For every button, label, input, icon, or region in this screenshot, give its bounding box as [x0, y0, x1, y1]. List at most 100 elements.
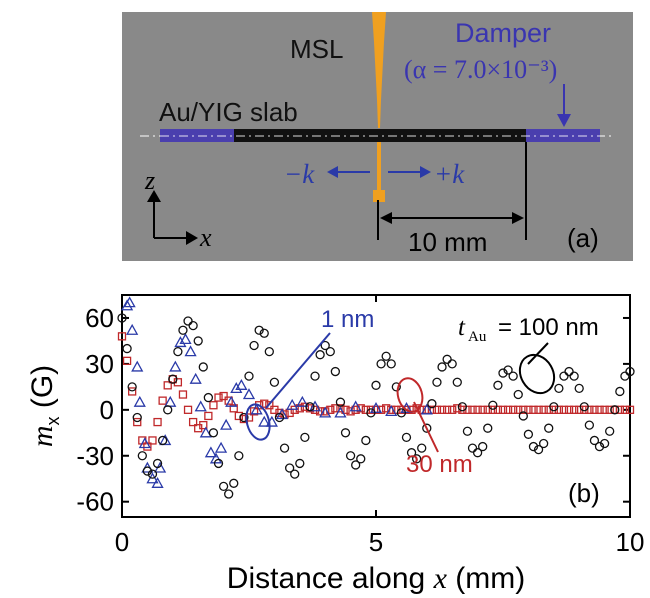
panel-b-label: (b) — [568, 478, 600, 508]
data-point — [391, 382, 401, 392]
data-point — [153, 417, 162, 427]
data-point — [381, 351, 391, 361]
data-point — [229, 478, 239, 488]
data-point — [549, 405, 558, 414]
data-point — [595, 405, 604, 414]
data-point — [559, 405, 569, 414]
x-axis-title-text: Distance along — [227, 562, 434, 595]
data-point — [457, 402, 468, 412]
annotation-100nm-leader — [527, 342, 549, 365]
data-point — [569, 405, 579, 414]
data-point — [296, 395, 309, 407]
data-point — [334, 406, 347, 418]
data-point — [594, 441, 605, 452]
data-point — [330, 366, 341, 377]
z-axis-arrowhead — [147, 190, 161, 202]
data-point — [132, 412, 142, 423]
data-point — [127, 382, 137, 392]
data-point — [249, 407, 259, 416]
data-point — [194, 400, 207, 412]
data-point — [564, 405, 574, 414]
data-point — [356, 454, 366, 464]
data-point — [188, 417, 198, 427]
data-point — [503, 365, 513, 375]
data-point — [204, 411, 213, 421]
data-point — [351, 460, 361, 470]
data-point — [554, 383, 564, 394]
data-point — [519, 405, 528, 414]
data-point — [286, 398, 299, 410]
damper-label: Damper — [455, 18, 551, 48]
dimension-arrow-right — [512, 212, 524, 224]
data-point — [345, 451, 356, 461]
data-point — [538, 438, 549, 449]
data-point — [514, 405, 523, 414]
data-point — [584, 420, 595, 430]
data-point — [137, 451, 147, 461]
data-point — [518, 411, 528, 421]
data-point — [274, 412, 285, 423]
data-point — [183, 316, 193, 326]
annotation-1nm-leader — [265, 332, 331, 409]
data-point — [259, 328, 269, 338]
data-point — [590, 405, 599, 414]
data-point — [420, 403, 433, 415]
data-point — [230, 382, 243, 394]
data-point — [503, 405, 513, 414]
msl-stem — [377, 142, 381, 190]
data-point — [310, 371, 320, 381]
data-point — [258, 415, 271, 427]
data-point — [529, 405, 538, 414]
data-point — [220, 418, 233, 430]
data-point — [204, 446, 218, 458]
data-point — [235, 378, 248, 390]
data-point — [209, 401, 218, 410]
data-point — [483, 423, 493, 433]
data-point — [213, 458, 224, 469]
series-circle — [117, 313, 635, 499]
data-point — [417, 443, 427, 453]
data-point — [554, 405, 564, 414]
data-point — [178, 325, 188, 335]
data-point — [219, 391, 228, 401]
minus-k-label: −k — [284, 159, 315, 189]
data-point — [242, 388, 256, 400]
data-point — [305, 402, 315, 412]
data-point — [188, 320, 198, 331]
data-point — [117, 332, 127, 341]
data-point — [336, 404, 345, 413]
au-yig-slab — [234, 129, 526, 142]
data-point — [126, 323, 139, 335]
data-point — [178, 390, 188, 399]
annotation-100nm: t Au = 100 nm — [458, 314, 599, 395]
data-point — [133, 417, 142, 427]
data-point — [325, 346, 335, 357]
data-point — [600, 405, 609, 414]
data-point — [244, 371, 254, 381]
data-point — [310, 405, 320, 414]
data-point — [133, 395, 146, 407]
data-point — [340, 428, 351, 438]
data-point — [131, 360, 144, 372]
data-point — [462, 426, 473, 436]
plus-k-label: +k — [434, 159, 465, 189]
data-point — [544, 423, 554, 433]
data-point — [472, 448, 483, 458]
y-tick-label: 0 — [100, 395, 114, 425]
panel-a-label: (a) — [567, 223, 599, 253]
data-point — [173, 346, 183, 357]
data-point — [203, 392, 214, 403]
data-point — [625, 405, 635, 414]
data-point — [174, 336, 187, 348]
data-point — [513, 389, 523, 400]
data-point — [564, 366, 574, 377]
annotation-1nm: 1 nm — [245, 306, 374, 441]
data-point — [142, 466, 153, 476]
data-point — [396, 408, 407, 418]
data-point — [163, 381, 172, 390]
data-point — [279, 443, 290, 453]
data-point — [610, 405, 620, 415]
data-point — [575, 405, 584, 414]
x-axis-title-var: x — [433, 562, 448, 595]
